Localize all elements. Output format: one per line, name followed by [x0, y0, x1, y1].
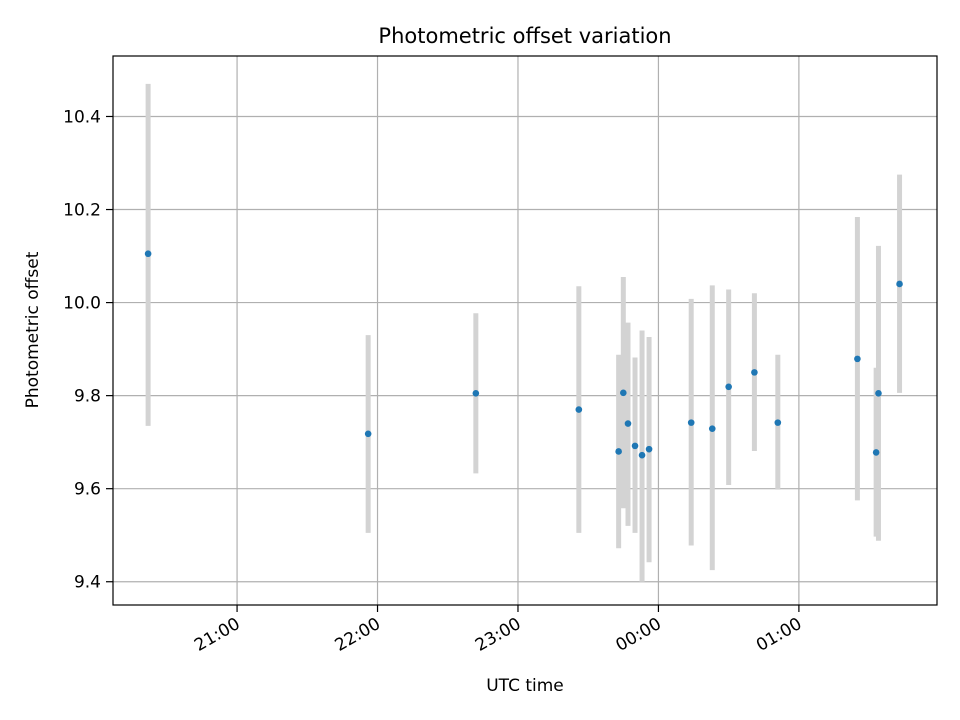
x-axis-label: UTC time	[486, 676, 564, 696]
plot-frame	[112, 55, 938, 606]
data-point	[472, 390, 480, 397]
data-point	[687, 419, 695, 426]
grid	[113, 56, 937, 605]
data-point	[854, 355, 861, 363]
data-point	[638, 451, 646, 459]
y-axis-ticks: 9.4 9.6 9.8 10.0 10.2 10.4	[63, 107, 113, 593]
y-tick-label: 9.8	[74, 387, 101, 407]
data-point	[875, 390, 882, 397]
chart-title: Photometric offset variation	[378, 24, 671, 48]
data-point	[751, 369, 758, 376]
y-tick-label: 9.6	[74, 480, 101, 500]
data-point	[896, 280, 903, 288]
data-point	[774, 419, 782, 426]
y-tick-label: 10.2	[63, 201, 101, 221]
data-points	[144, 250, 903, 459]
data-point	[364, 430, 372, 438]
data-point	[615, 448, 622, 455]
data-point	[620, 389, 627, 397]
y-tick-label: 10.0	[63, 294, 101, 314]
y-tick-label: 9.4	[74, 573, 101, 593]
data-point	[872, 449, 880, 456]
data-point	[631, 442, 639, 450]
y-axis-label: Photometric offset	[23, 251, 43, 408]
y-tick-label: 10.4	[63, 107, 101, 127]
data-point	[708, 425, 716, 432]
data-point	[624, 420, 632, 427]
data-point	[575, 406, 583, 413]
data-point	[645, 445, 653, 453]
data-point	[725, 383, 732, 391]
data-point	[144, 250, 152, 258]
